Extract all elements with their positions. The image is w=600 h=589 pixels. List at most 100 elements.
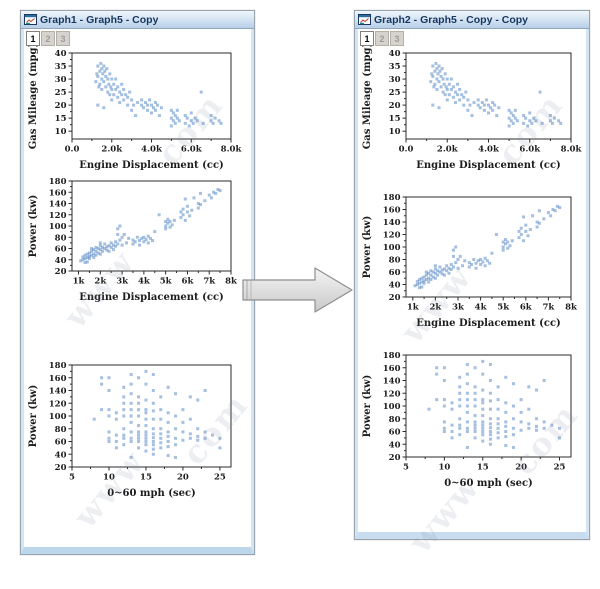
svg-text:140: 140 [383,218,401,228]
svg-text:40: 40 [389,440,401,450]
scatter-mileage-vs-displacement[interactable]: 0.0 2.0k 4.0k 6.0k 8.0k 10 15 20 25 30 35 40 Engine … [360,46,584,172]
svg-text:60: 60 [389,428,401,438]
svg-text:160: 160 [49,188,67,198]
scatter-power-vs-acceleration[interactable]: 5 10 15 20 25 20 40 60 80 100 120 140 160 180 0~60 mph… [26,358,244,500]
svg-text:25: 25 [214,473,226,483]
svg-text:8k: 8k [225,277,238,287]
svg-text:180: 180 [383,351,401,361]
svg-text:3k: 3k [452,303,465,313]
svg-text:0.0: 0.0 [65,145,80,155]
graph-window-2: Graph2 - Graph5 - Copy - Copy 1 2 3 0.0 2… [354,10,590,540]
svg-text:80: 80 [389,415,401,425]
svg-text:7k: 7k [203,277,216,287]
svg-text:120: 120 [383,389,401,399]
graph-window-icon[interactable] [24,14,37,25]
svg-text:140: 140 [49,387,67,397]
svg-text:0.0: 0.0 [399,145,414,155]
svg-text:120: 120 [49,399,67,409]
chart-stack: 0.0 2.0k 4.0k 6.0k 8.0k 10 15 20 25 30 35 40 Engine … [26,29,251,547]
svg-text:6.0k: 6.0k [181,145,203,155]
scatter-power-vs-displacement[interactable]: 1k 2k 3k 4k 5k 6k 7k 8k20406080100120140160180E… [26,174,244,304]
svg-text:20: 20 [515,463,527,473]
layer-button-1[interactable]: 1 [26,31,40,46]
svg-text:15: 15 [55,114,67,124]
svg-text:3k: 3k [116,277,129,287]
svg-text:10: 10 [438,463,450,473]
svg-text:160: 160 [383,364,401,374]
svg-text:80: 80 [55,425,67,435]
svg-text:Power (kw): Power (kw) [28,195,39,258]
svg-text:Power (kw): Power (kw) [362,375,373,438]
svg-text:4.0k: 4.0k [478,145,500,155]
svg-text:140: 140 [49,200,67,210]
layer-button-1[interactable]: 1 [360,31,374,46]
svg-text:Engine Displacement (cc): Engine Displacement (cc) [79,292,224,303]
svg-text:25: 25 [389,88,401,98]
scatter-power-vs-displacement[interactable]: 1k 2k 3k 4k 5k 6k 7k 8k20406080100120140160180E… [360,190,584,330]
svg-text:0~60 mph (sec): 0~60 mph (sec) [107,488,196,499]
svg-text:Power (kw): Power (kw) [362,216,373,279]
svg-text:160: 160 [49,374,67,384]
svg-text:60: 60 [55,245,67,255]
svg-text:Gas Mileage (mpg): Gas Mileage (mpg) [362,46,373,149]
scatter-mileage-vs-displacement[interactable]: 0.0 2.0k 4.0k 6.0k 8.0k 10 15 20 25 30 35 40 Engine … [26,46,244,172]
window-client-area: 1 2 3 0.0 2.0k 4.0k 6.0k 8.0k 10 15 20 25 30 35 40 E… [355,29,589,539]
svg-text:20: 20 [389,101,401,111]
svg-text:10: 10 [103,473,115,483]
svg-text:60: 60 [55,438,67,448]
window-title: Graph1 - Graph5 - Copy [40,13,159,26]
svg-text:Engine Displacement (cc): Engine Displacement (cc) [79,160,224,171]
svg-text:2.0k: 2.0k [101,145,123,155]
svg-text:100: 100 [383,402,401,412]
svg-text:0~60 mph (sec): 0~60 mph (sec) [444,478,533,489]
svg-text:1k: 1k [407,303,420,313]
window-client-area: 1 2 3 0.0 2.0k 4.0k 6.0k 8.0k 10 15 20 25 30 35 40 E… [21,29,254,554]
svg-text:100: 100 [49,222,67,232]
svg-text:25: 25 [55,88,67,98]
svg-text:30: 30 [55,75,67,85]
graph-window-1: Graph1 - Graph5 - Copy 1 2 3 0.0 2.0k 4.0k… [20,10,255,555]
svg-text:8.0k: 8.0k [221,145,243,155]
layer-buttons: 1 2 3 [26,31,70,46]
layer-buttons: 1 2 3 [360,31,404,46]
layer-button-3[interactable]: 3 [56,31,70,46]
svg-text:20: 20 [389,293,401,303]
copy-direction-arrow-icon [242,267,353,313]
svg-text:120: 120 [49,211,67,221]
chart-stack: 0.0 2.0k 4.0k 6.0k 8.0k 10 15 20 25 30 35 40 Engine … [360,29,586,532]
layer-button-3[interactable]: 3 [390,31,404,46]
svg-text:10: 10 [55,127,67,137]
svg-text:1k: 1k [73,277,86,287]
svg-text:Gas Mileage (mpg): Gas Mileage (mpg) [28,46,39,149]
svg-text:5k: 5k [160,277,173,287]
svg-text:15: 15 [389,114,401,124]
layer-button-2[interactable]: 2 [375,31,389,46]
svg-text:2k: 2k [429,303,442,313]
svg-text:100: 100 [49,412,67,422]
window-titlebar[interactable]: Graph1 - Graph5 - Copy [21,11,254,29]
graph-window-icon[interactable] [358,14,371,25]
svg-text:4.0k: 4.0k [141,145,163,155]
svg-text:180: 180 [383,193,401,203]
svg-text:35: 35 [389,62,401,72]
svg-text:8.0k: 8.0k [561,145,583,155]
svg-text:Engine Displacement (cc): Engine Displacement (cc) [416,160,561,171]
svg-text:15: 15 [477,463,489,473]
svg-text:2k: 2k [94,277,107,287]
svg-text:140: 140 [383,377,401,387]
window-titlebar[interactable]: Graph2 - Graph5 - Copy - Copy [355,11,589,29]
svg-text:5: 5 [69,473,75,483]
svg-text:40: 40 [55,49,67,59]
svg-text:160: 160 [383,206,401,216]
svg-text:40: 40 [389,281,401,291]
scatter-power-vs-acceleration[interactable]: 5 10 15 20 25 20 40 60 80 100 120 140 160 180 0~60 mph… [360,348,584,490]
svg-text:60: 60 [389,268,401,278]
svg-text:5k: 5k [497,303,510,313]
svg-text:20: 20 [55,463,67,473]
svg-text:10: 10 [389,127,401,137]
svg-text:180: 180 [49,177,67,187]
svg-text:4k: 4k [138,277,151,287]
layer-button-2[interactable]: 2 [41,31,55,46]
svg-text:20: 20 [177,473,189,483]
